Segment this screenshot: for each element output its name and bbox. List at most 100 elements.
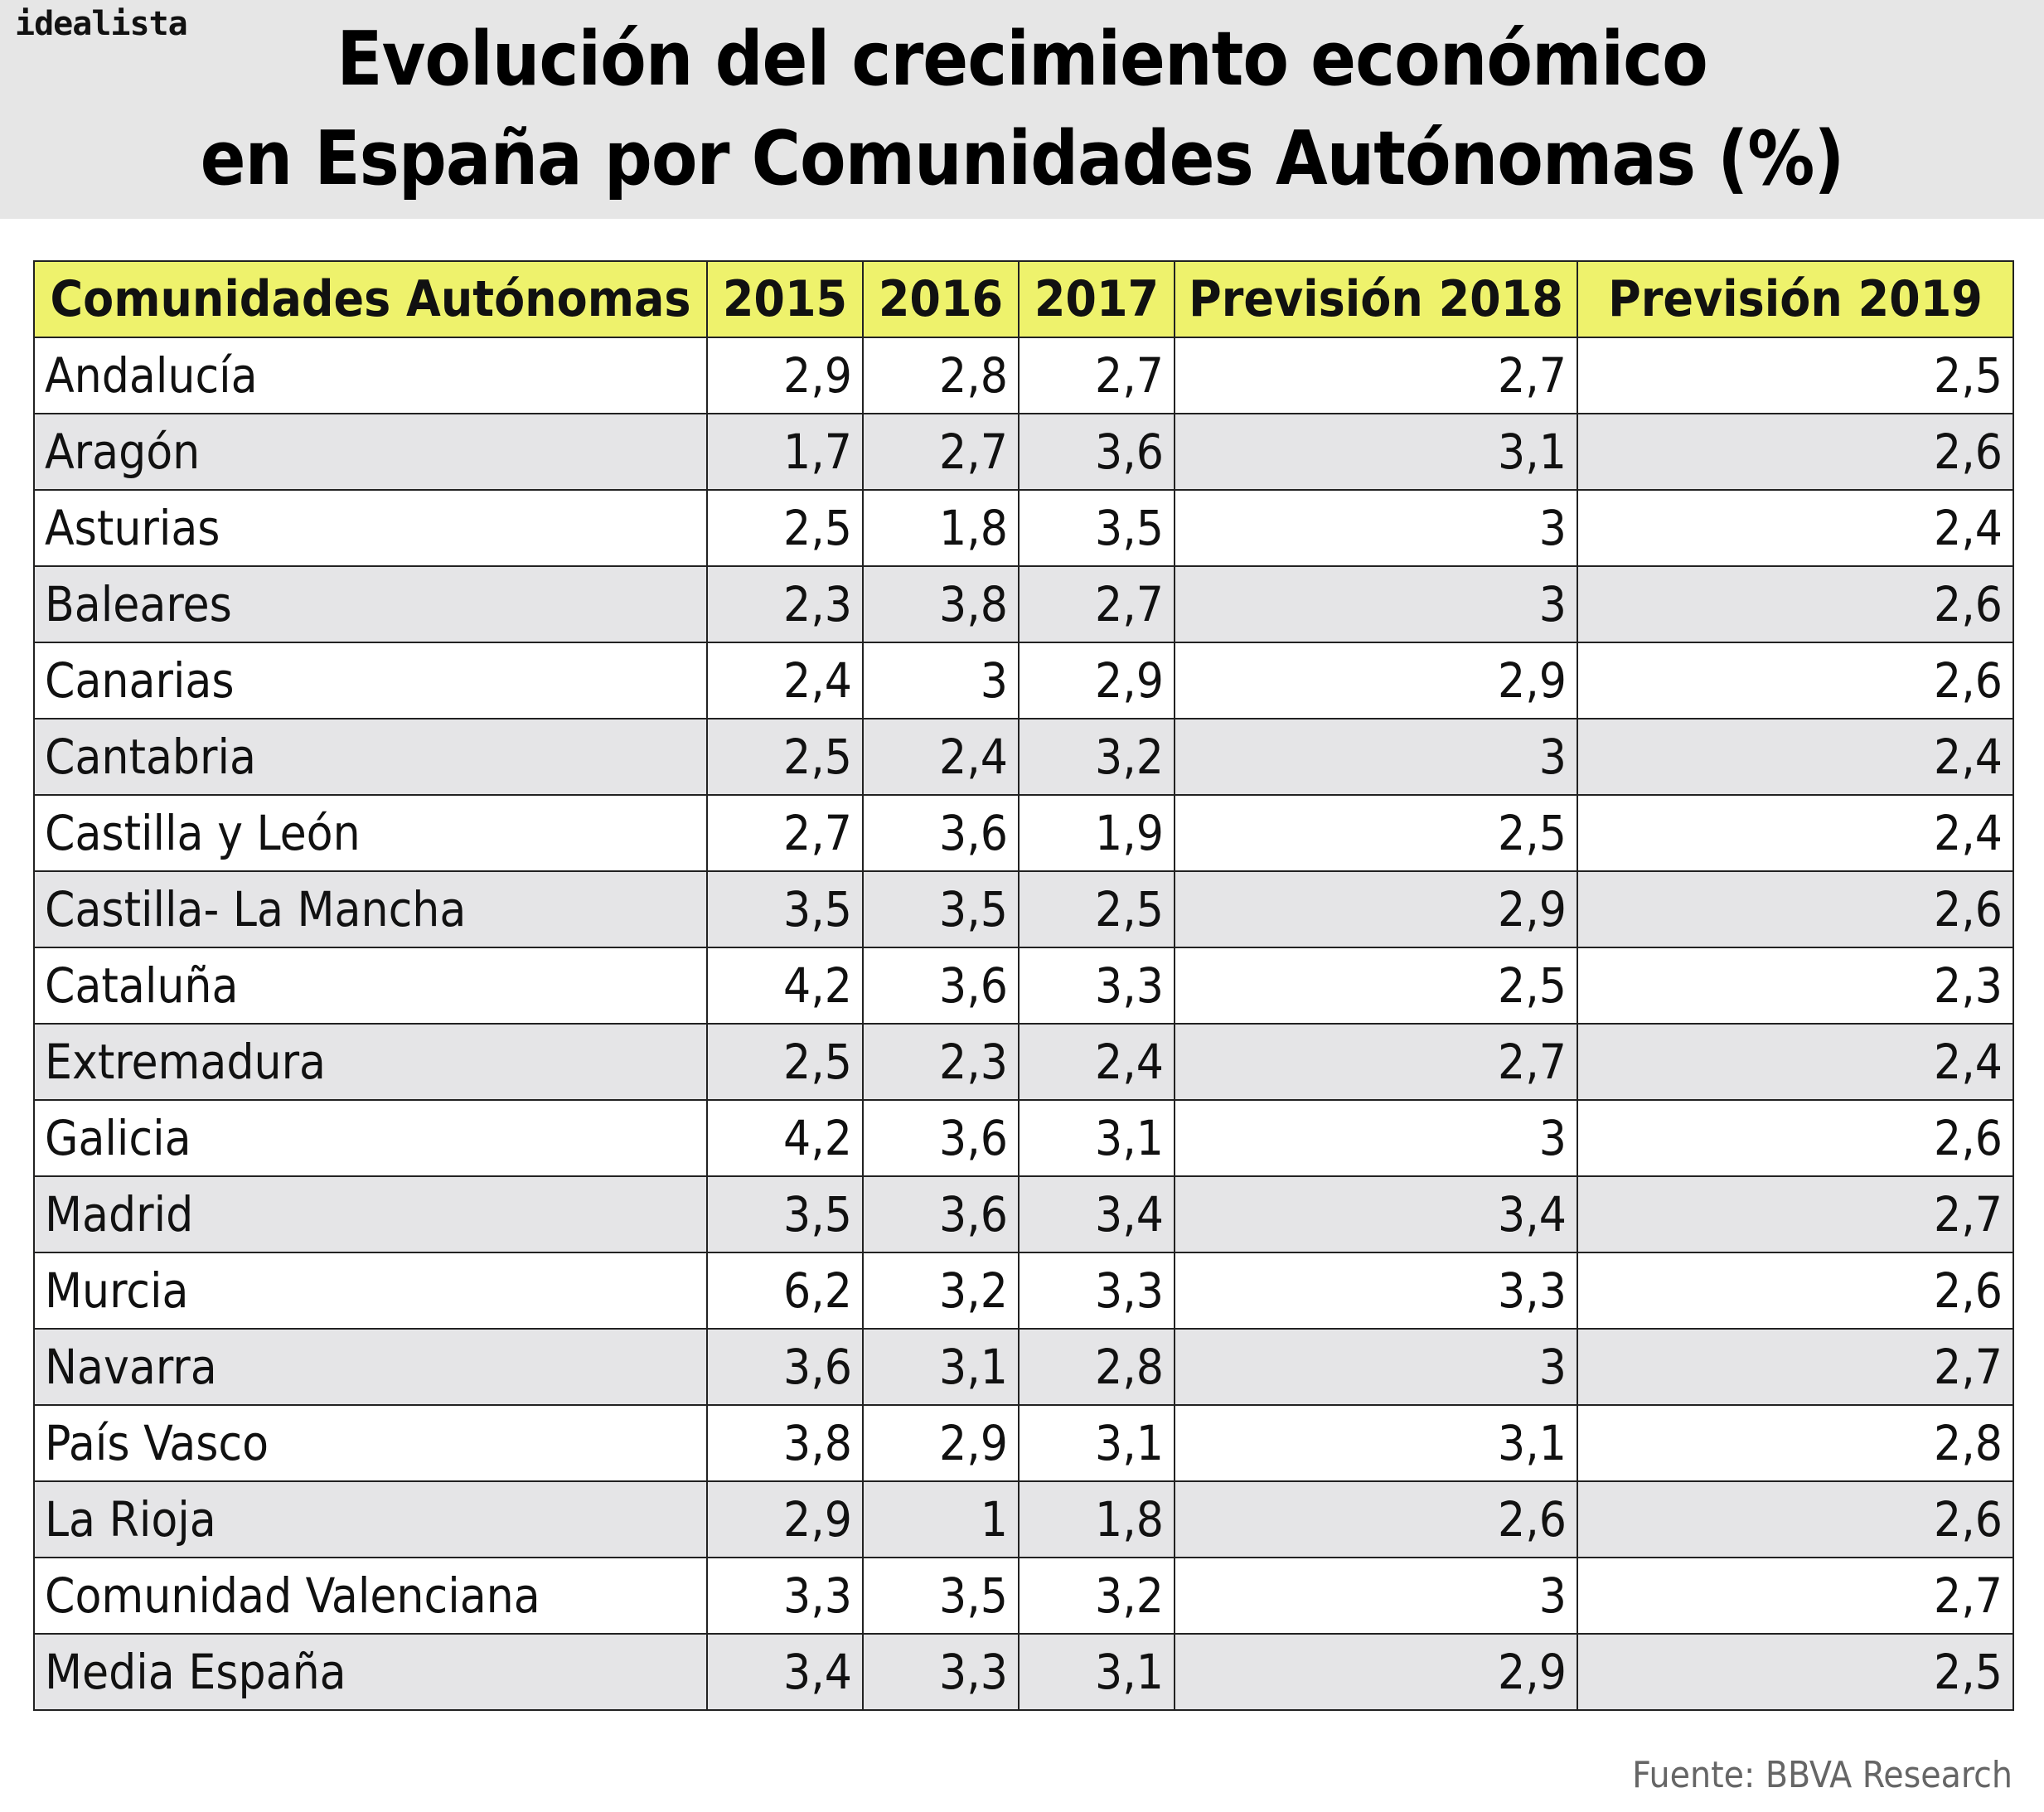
value-cell: 4,2	[706, 1099, 864, 1177]
table-row: Castilla- La Mancha 3,5 3,5 2,5 2,9 2,6	[33, 870, 2014, 948]
region-name-cell: Murcia	[33, 1252, 708, 1330]
value-cell: 2,3	[1577, 947, 2014, 1025]
table-row: Madrid 3,5 3,6 3,4 3,4 2,7	[33, 1175, 2014, 1253]
value-cell: 2,4	[862, 718, 1020, 796]
value-cell: 2,6	[1577, 1099, 2014, 1177]
value-cell: 2,6	[1577, 413, 2014, 491]
value-cell: 3,1	[862, 1328, 1020, 1406]
value-cell: 3,1	[1174, 1404, 1578, 1482]
table-row: Asturias 2,5 1,8 3,5 3 2,4	[33, 489, 2014, 567]
value-cell: 2,3	[706, 565, 864, 643]
value-cell: 3,4	[706, 1633, 864, 1711]
value-cell: 3,6	[862, 947, 1020, 1025]
value-cell: 2,4	[1577, 489, 2014, 567]
value-cell: 3,5	[862, 870, 1020, 948]
value-cell: 2,8	[1018, 1328, 1175, 1406]
value-cell: 2,6	[1174, 1480, 1578, 1558]
region-name-cell: La Rioja	[33, 1480, 708, 1558]
table-row: Castilla y León 2,7 3,6 1,9 2,5 2,4	[33, 794, 2014, 872]
value-cell: 3,5	[862, 1557, 1020, 1635]
value-cell: 2,6	[1577, 1480, 2014, 1558]
value-cell: 3,1	[1174, 413, 1578, 491]
value-cell: 2,6	[1577, 565, 2014, 643]
table-header-row: Comunidades Autónomas 2015 2016 2017 Previsi…	[33, 260, 2014, 338]
value-cell: 3,5	[706, 1175, 864, 1253]
value-cell: 2,6	[1577, 870, 2014, 948]
value-cell: 3,2	[1018, 1557, 1175, 1635]
column-header-1: 2015	[706, 260, 864, 338]
value-cell: 1,7	[706, 413, 864, 491]
value-cell: 2,9	[862, 1404, 1020, 1482]
table-row: Cantabria 2,5 2,4 3,2 3 2,4	[33, 718, 2014, 796]
value-cell: 3,3	[706, 1557, 864, 1635]
value-cell: 3,8	[706, 1404, 864, 1482]
value-cell: 2,5	[1577, 337, 2014, 414]
value-cell: 3,8	[862, 565, 1020, 643]
region-name-cell: Asturias	[33, 489, 708, 567]
table-row: Cataluña 4,2 3,6 3,3 2,5 2,3	[33, 947, 2014, 1025]
value-cell: 2,9	[1174, 642, 1578, 719]
value-cell: 3,6	[1018, 413, 1175, 491]
value-cell: 3,5	[706, 870, 864, 948]
value-cell: 3,3	[1174, 1252, 1578, 1330]
value-cell: 2,4	[1577, 794, 2014, 872]
value-cell: 2,7	[1577, 1328, 2014, 1406]
table-row: País Vasco 3,8 2,9 3,1 3,1 2,8	[33, 1404, 2014, 1482]
value-cell: 3	[1174, 1099, 1578, 1177]
value-cell: 3,2	[1018, 718, 1175, 796]
region-name-cell: Andalucía	[33, 337, 708, 414]
value-cell: 2,5	[706, 489, 864, 567]
value-cell: 1	[862, 1480, 1020, 1558]
table-row: Murcia 6,2 3,2 3,3 3,3 2,6	[33, 1252, 2014, 1330]
value-cell: 3,6	[862, 1099, 1020, 1177]
column-header-5: Previsión 2019	[1577, 260, 2014, 338]
page-title: Evolución del crecimiento económico en E…	[0, 10, 2044, 209]
value-cell: 3,6	[706, 1328, 864, 1406]
growth-table: Comunidades Autónomas 2015 2016 2017 Previsi…	[33, 260, 2014, 1711]
region-name-cell: Castilla y León	[33, 794, 708, 872]
value-cell: 2,5	[1018, 870, 1175, 948]
value-cell: 2,6	[1577, 1252, 2014, 1330]
value-cell: 2,7	[1577, 1557, 2014, 1635]
value-cell: 3,1	[1018, 1633, 1175, 1711]
region-name-cell: Extremadura	[33, 1023, 708, 1101]
value-cell: 3	[1174, 565, 1578, 643]
value-cell: 3,4	[1018, 1175, 1175, 1253]
value-cell: 2,8	[862, 337, 1020, 414]
column-header-4: Previsión 2018	[1174, 260, 1578, 338]
table-body: Andalucía 2,9 2,8 2,7 2,7 2,5 Aragón 1,7 2,7 3,6 3…	[33, 337, 2014, 1711]
value-cell: 2,9	[1174, 870, 1578, 948]
table-row: Extremadura 2,5 2,3 2,4 2,7 2,4	[33, 1023, 2014, 1101]
value-cell: 3,6	[862, 794, 1020, 872]
value-cell: 3,5	[1018, 489, 1175, 567]
table-row: Media España 3,4 3,3 3,1 2,9 2,5	[33, 1633, 2014, 1711]
value-cell: 1,8	[1018, 1480, 1175, 1558]
region-name-cell: Aragón	[33, 413, 708, 491]
column-header-0: Comunidades Autónomas	[33, 260, 708, 338]
value-cell: 2,7	[862, 413, 1020, 491]
table-row: Andalucía 2,9 2,8 2,7 2,7 2,5	[33, 337, 2014, 414]
value-cell: 3	[862, 642, 1020, 719]
column-header-3: 2017	[1018, 260, 1175, 338]
title-line-2: en España por Comunidades Autónomas (%)	[200, 115, 1845, 202]
table-row: Baleares 2,3 3,8 2,7 3 2,6	[33, 565, 2014, 643]
value-cell: 3,6	[862, 1175, 1020, 1253]
value-cell: 3	[1174, 1557, 1578, 1635]
region-name-cell: País Vasco	[33, 1404, 708, 1482]
value-cell: 3,1	[1018, 1404, 1175, 1482]
value-cell: 3,3	[1018, 947, 1175, 1025]
value-cell: 2,7	[1018, 337, 1175, 414]
region-name-cell: Madrid	[33, 1175, 708, 1253]
value-cell: 2,9	[1174, 1633, 1578, 1711]
value-cell: 2,9	[706, 337, 864, 414]
value-cell: 2,4	[1577, 1023, 2014, 1101]
value-cell: 6,2	[706, 1252, 864, 1330]
table-row: Canarias 2,4 3 2,9 2,9 2,6	[33, 642, 2014, 719]
value-cell: 2,5	[1577, 1633, 2014, 1711]
value-cell: 2,3	[862, 1023, 1020, 1101]
region-name-cell: Cantabria	[33, 718, 708, 796]
region-name-cell: Navarra	[33, 1328, 708, 1406]
brand-logo: idealista	[15, 5, 188, 43]
value-cell: 2,5	[1174, 947, 1578, 1025]
region-name-cell: Galicia	[33, 1099, 708, 1177]
